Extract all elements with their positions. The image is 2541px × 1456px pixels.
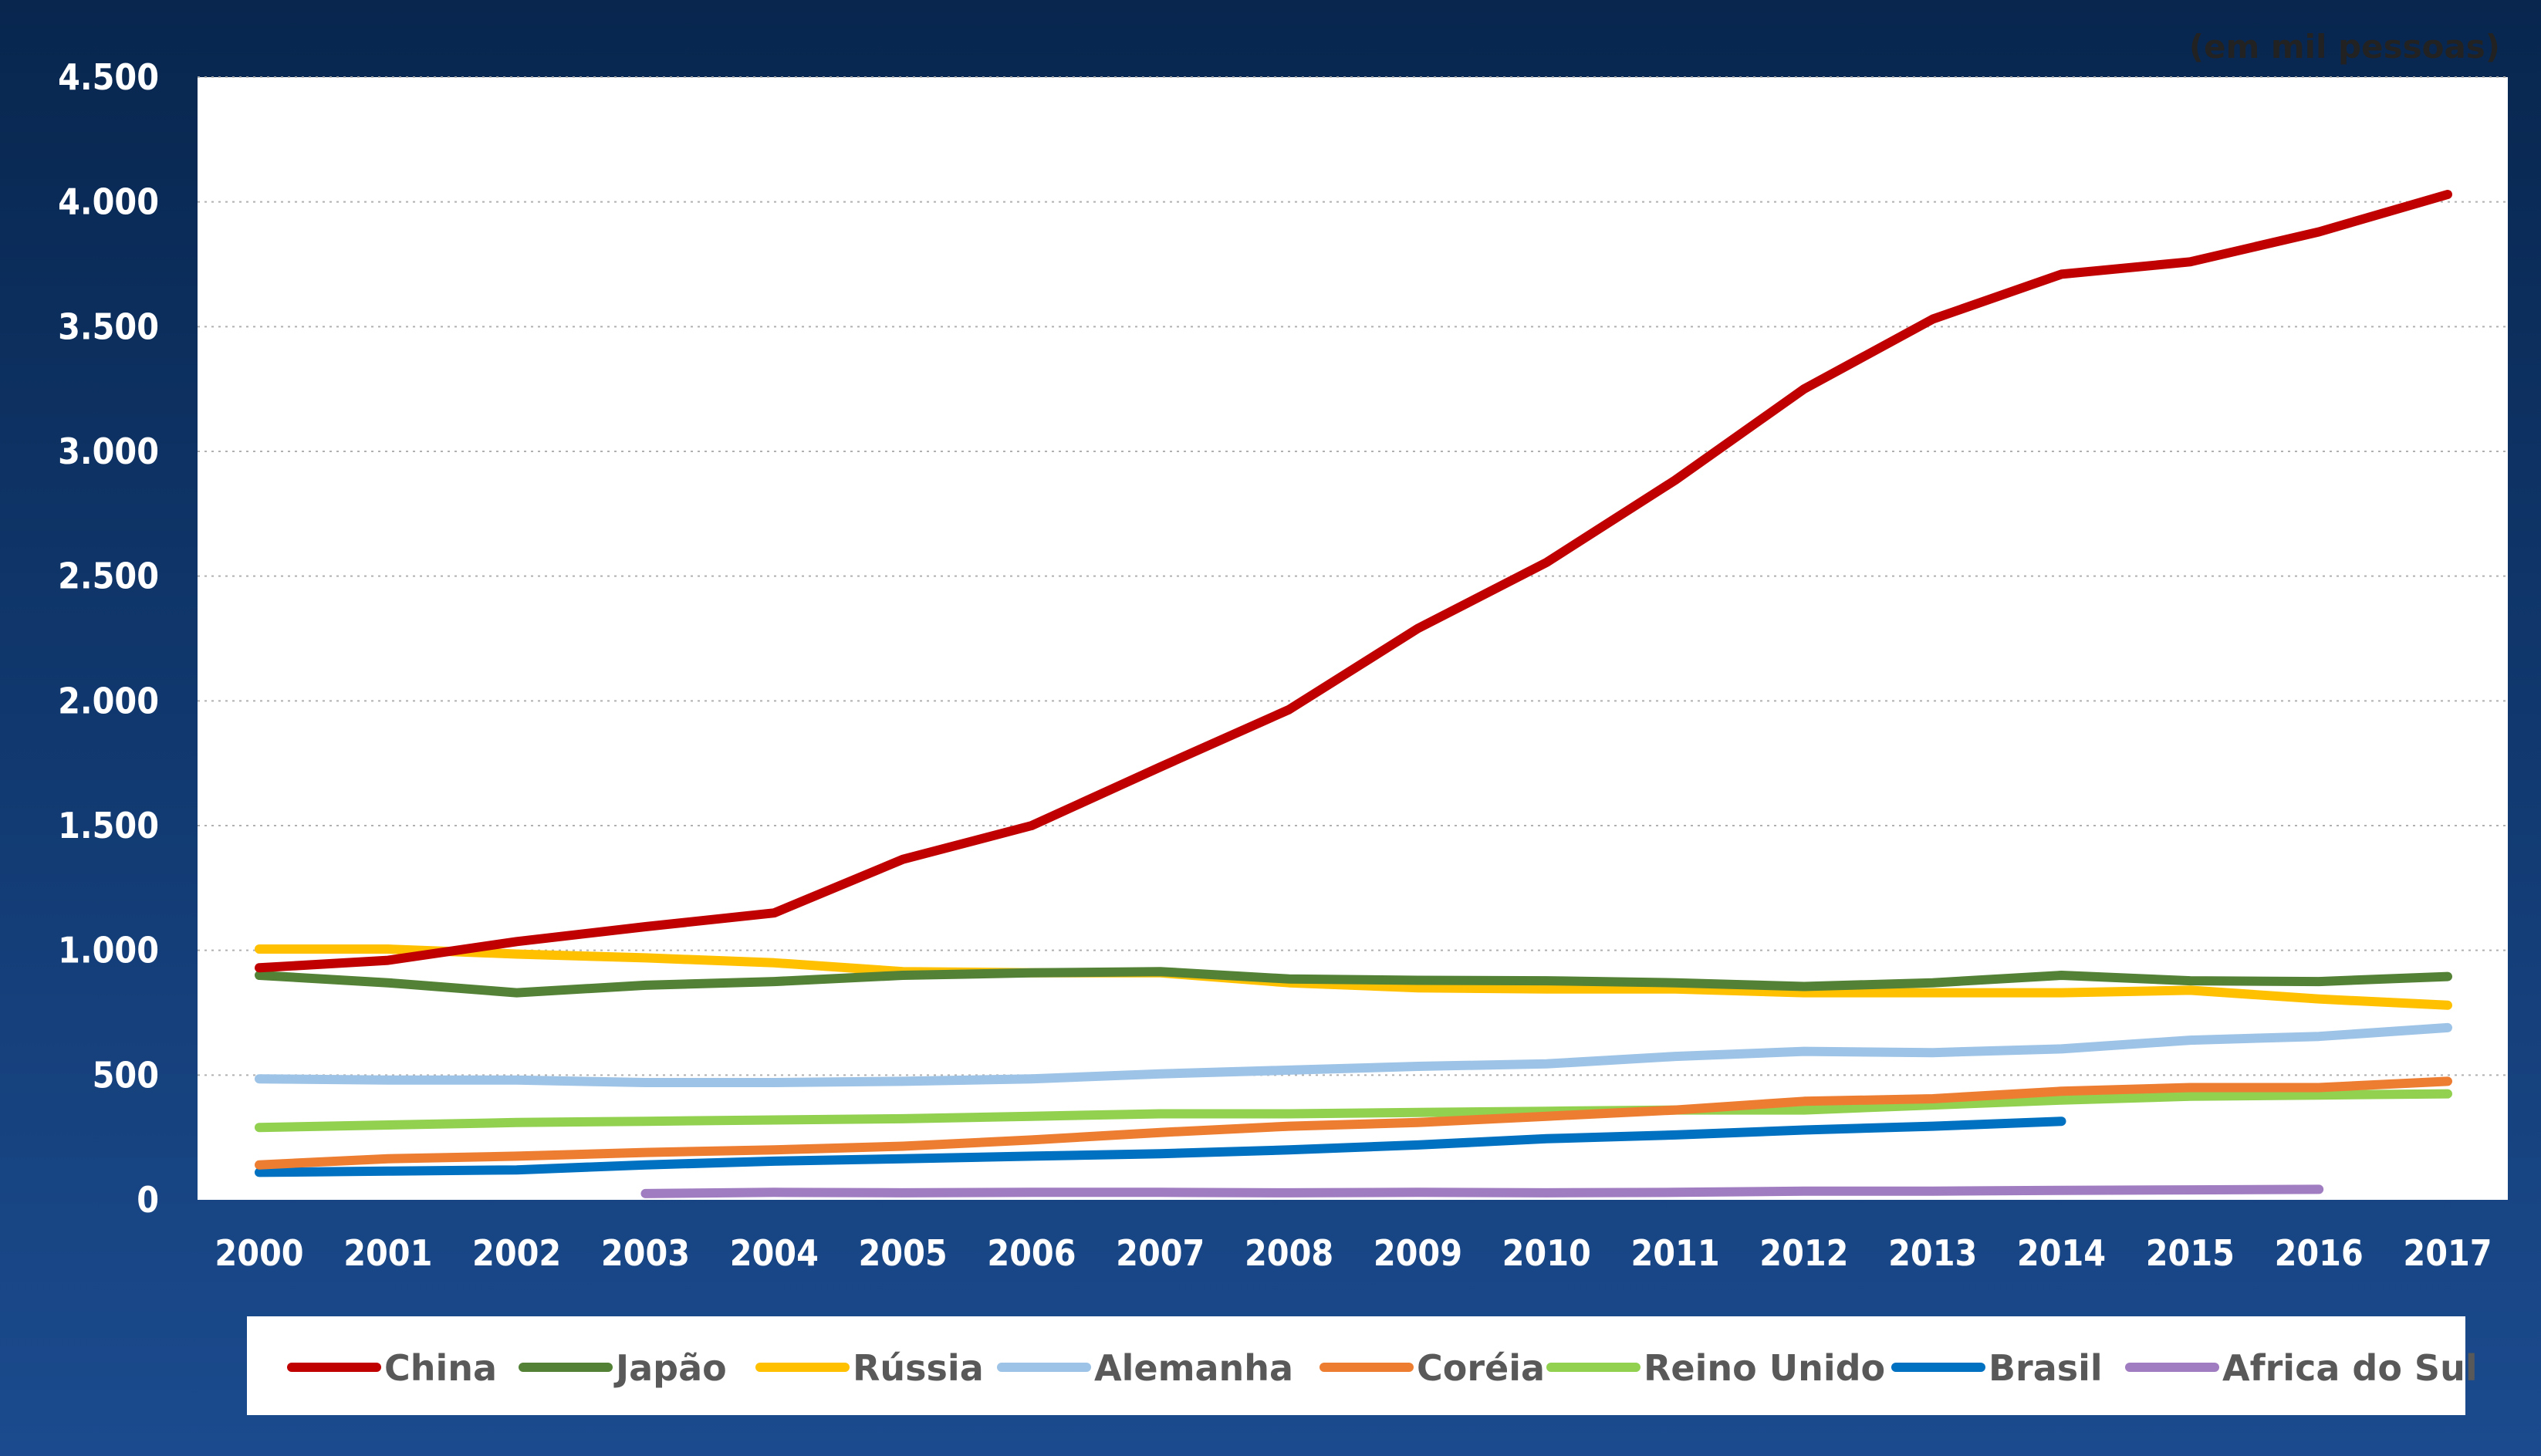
x-tick-label: 2000 [215,1232,303,1274]
x-tick-label: 2011 [1630,1232,1719,1274]
x-tick-label: 2003 [601,1232,690,1274]
x-tick-label: 2017 [2403,1232,2492,1274]
x-tick-label: 2006 [987,1232,1076,1274]
legend-label: Japão [613,1347,727,1389]
y-tick-label: 1.500 [58,805,159,846]
y-axis-ticks: 0 500 1.000 1.500 2.000 2.500 3.000 3.500 4.000 4… [58,56,159,1221]
legend-label: China [384,1347,497,1389]
x-tick-label: 2015 [2146,1232,2235,1274]
x-tick-label: 2012 [1759,1232,1848,1274]
y-tick-label: 3.000 [58,431,159,472]
y-tick-label: 3.500 [58,306,159,347]
x-tick-label: 2002 [472,1232,561,1274]
unit-note: (em mil pessoas) [2189,28,2500,66]
y-tick-label: 1.000 [58,930,159,971]
x-tick-label: 2007 [1116,1232,1205,1274]
series-line-brasil [255,1116,2066,1177]
series-line-japão [255,967,2452,998]
x-tick-label: 2004 [730,1232,819,1274]
gridlines [198,76,2508,1076]
x-tick-label: 2001 [343,1232,432,1274]
series-line-reino-unido [255,1089,2452,1133]
series-line-africa-do-sul [640,1184,2324,1198]
series-line-alemanha [255,1022,2452,1087]
series-line-rússia [255,944,2452,1010]
x-tick-label: 2005 [859,1232,948,1274]
y-tick-label: 4.500 [58,56,159,98]
legend-label: Rússia [853,1347,984,1389]
legend-label: Africa do Sul [2222,1347,2478,1389]
y-tick-label: 0 [137,1179,159,1221]
y-tick-label: 4.000 [58,181,159,223]
y-tick-label: 2.500 [58,556,159,597]
series-line-coréia [255,1076,2452,1170]
y-tick-label: 2.000 [58,680,159,721]
series-lines [255,190,2452,1198]
x-tick-label: 2010 [1502,1232,1591,1274]
plot-area [198,77,2508,1200]
x-axis-ticks: 2000 2001 2002 2003 2004 2005 2006 2007 2008 2009… [215,1232,2492,1274]
x-tick-label: 2008 [1245,1232,1333,1274]
legend-label: Coréia [1417,1347,1545,1389]
x-tick-label: 2009 [1374,1232,1462,1274]
legend: China Japão Rússia Alemanha Coréia Reino Unid… [287,1347,2478,1389]
x-tick-label: 2014 [2017,1232,2106,1274]
x-tick-label: 2016 [2275,1232,2364,1274]
x-tick-label: 2013 [1888,1232,1977,1274]
y-tick-label: 500 [93,1054,159,1096]
series-line-china [255,190,2452,973]
legend-label: Brasil [1989,1347,2103,1389]
legend-label: Alemanha [1094,1347,1293,1389]
legend-label: Reino Unido [1644,1347,1885,1389]
